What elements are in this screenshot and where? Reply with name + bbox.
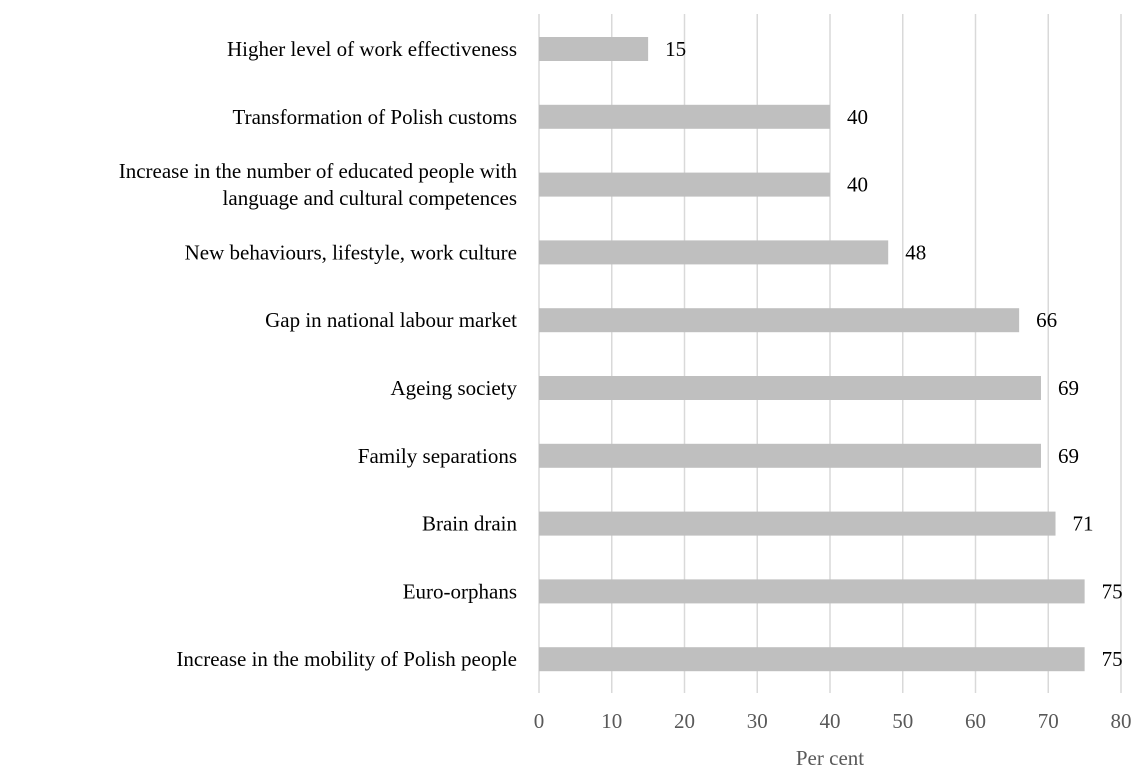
- data-label: 75: [1102, 647, 1123, 671]
- category-label: New behaviours, lifestyle, work culture: [185, 240, 517, 264]
- bar: [539, 240, 889, 265]
- x-tick-label: 80: [1111, 709, 1132, 733]
- bar: [539, 376, 1041, 400]
- category-label: Increase in the mobility of Polish peopl…: [176, 647, 517, 671]
- data-labels: 15 40 40 48 66 69 69 71 75 75: [665, 37, 1123, 671]
- x-tick-label: 60: [965, 709, 986, 733]
- x-axis-title: Per cent: [796, 746, 864, 770]
- category-label: Gap in national labour market: [265, 308, 517, 332]
- bar: [539, 308, 1020, 333]
- data-label: 48: [905, 240, 926, 264]
- category-label: Brain drain: [422, 512, 518, 536]
- bars: [539, 37, 1085, 672]
- category-labels: Higher level of work effectiveness Transf…: [119, 37, 518, 671]
- bar: [539, 511, 1056, 536]
- x-tick-label: 20: [674, 709, 695, 733]
- bar: [539, 37, 649, 61]
- x-tick-label: 0: [534, 709, 545, 733]
- x-tick-labels: 0 10 20 30 40 50 60 70 80: [534, 709, 1132, 733]
- data-label: 66: [1036, 308, 1057, 332]
- category-label: Euro-orphans: [403, 579, 517, 603]
- x-tick-label: 10: [601, 709, 622, 733]
- data-label: 71: [1073, 512, 1094, 536]
- x-tick-label: 40: [820, 709, 841, 733]
- bar: [539, 579, 1085, 604]
- x-tick-label: 30: [747, 709, 768, 733]
- data-label: 40: [847, 173, 868, 197]
- category-label: language and cultural competences: [223, 186, 517, 210]
- bar: [539, 172, 830, 197]
- data-label: 75: [1102, 579, 1123, 603]
- data-label: 15: [665, 37, 686, 61]
- bar: [539, 647, 1085, 672]
- x-tick-label: 70: [1038, 709, 1059, 733]
- data-label: 69: [1058, 376, 1079, 400]
- category-label: Increase in the number of educated peopl…: [119, 159, 518, 183]
- bar: [539, 443, 1041, 468]
- bar: [539, 104, 830, 129]
- data-label: 40: [847, 105, 868, 129]
- category-label: Higher level of work effectiveness: [227, 37, 517, 61]
- x-tick-label: 50: [892, 709, 913, 733]
- category-label: Transformation of Polish customs: [233, 105, 517, 129]
- data-label: 69: [1058, 444, 1079, 468]
- category-label: Family separations: [358, 444, 517, 468]
- category-label: Ageing society: [390, 376, 517, 400]
